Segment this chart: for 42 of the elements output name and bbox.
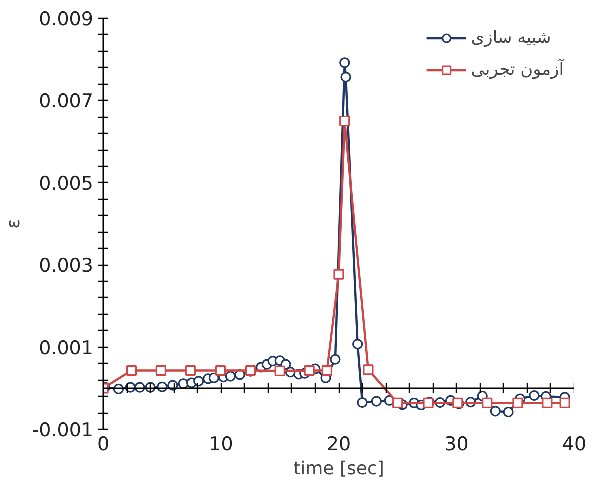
point [334,269,344,280]
point [208,372,220,384]
point [225,371,236,382]
point [560,398,570,408]
point [340,72,352,83]
point [215,365,226,376]
point [482,398,493,408]
point [503,406,514,418]
point [274,366,286,376]
point [156,365,166,376]
y-tick-label: 0.001 [39,337,94,360]
point [340,58,350,68]
legend-label: شبیه سازی [471,28,552,48]
point [363,364,374,376]
point [330,354,341,365]
legend-label: آزمون تجربی [471,60,564,80]
x-axis-title: time [sec] [294,458,384,480]
y-tick-label: -0.001 [32,420,94,442]
y-tick-label: 0.005 [39,172,94,195]
x-tick-label: 20 [326,434,352,456]
point [322,365,333,376]
x-tick-label: 40 [562,434,587,456]
point [529,390,540,402]
x-tick-label: 10 [209,434,234,456]
point [304,365,315,376]
point [357,397,368,408]
point [185,365,196,376]
y-tick-label: 0.003 [39,255,94,278]
y-tick-label: 0.007 [39,90,94,113]
point [352,339,364,350]
point [194,376,204,387]
y-tick-label: 0.009 [39,8,94,30]
point [126,365,138,376]
point [392,398,404,408]
point [340,116,350,127]
point [490,406,501,417]
x-tick-label: 0 [97,434,110,456]
point [542,398,553,408]
x-tick-label: 30 [444,434,469,456]
y-axis-title: ε [3,219,24,229]
point [512,398,524,408]
point [371,396,382,407]
